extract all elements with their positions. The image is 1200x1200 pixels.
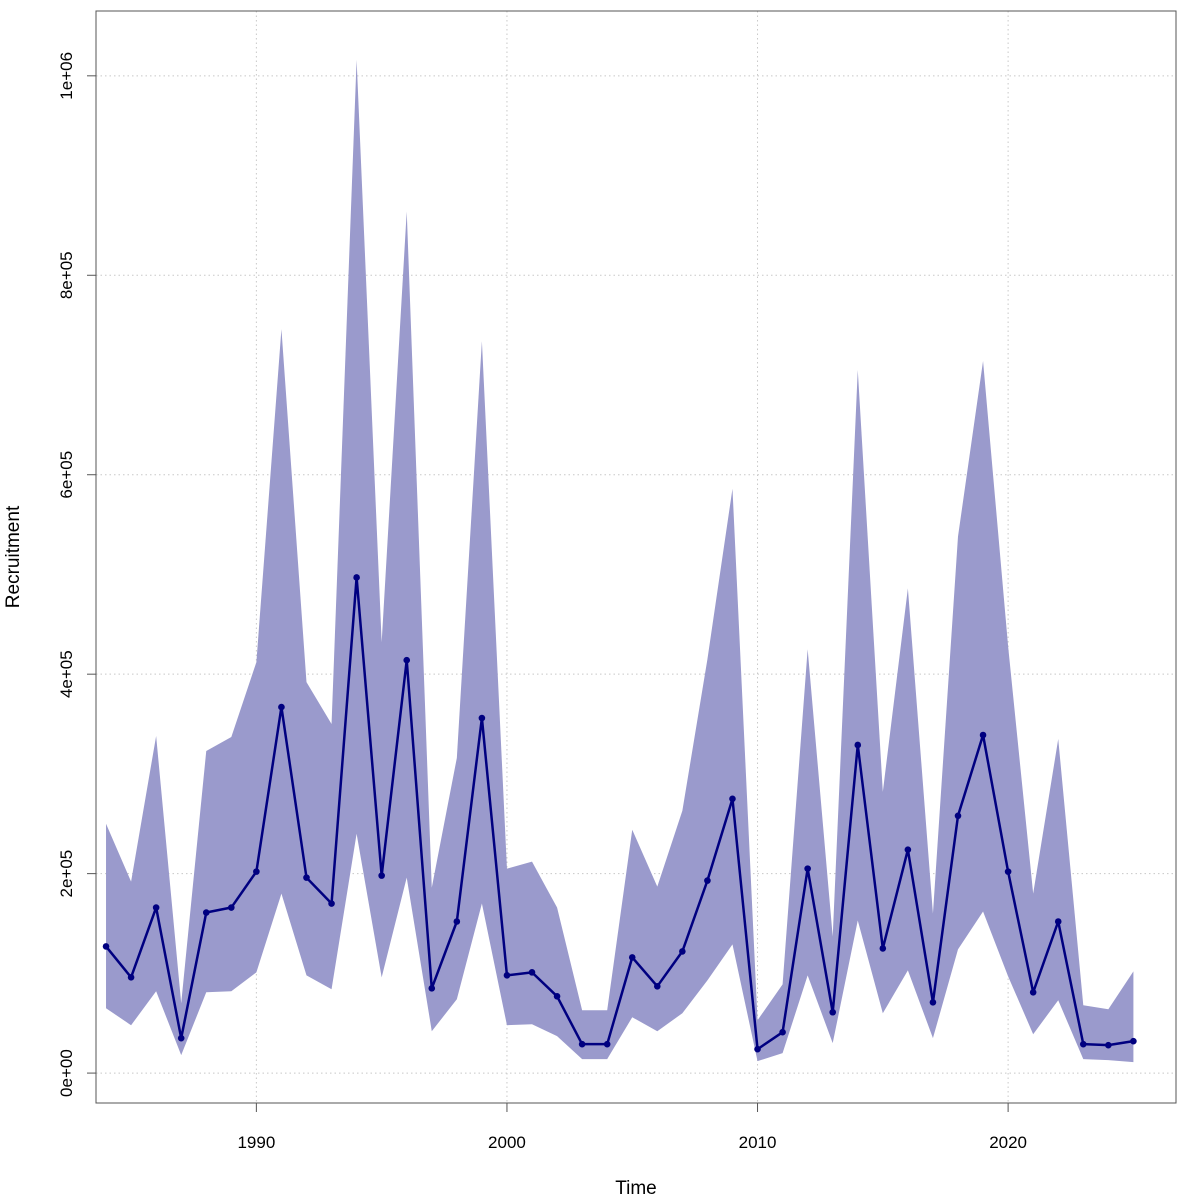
data-point <box>879 945 887 952</box>
data-point <box>1105 1041 1112 1049</box>
y-tick-label: 8e+05 <box>57 251 76 299</box>
data-point <box>378 872 385 879</box>
recruitment-series <box>105 576 1134 1051</box>
data-point <box>1054 918 1062 925</box>
data-point <box>578 1040 586 1048</box>
data-point <box>729 795 736 803</box>
y-tick-label: 2e+05 <box>57 850 76 898</box>
x-axis-label: Time <box>615 1178 657 1199</box>
data-point <box>253 868 260 875</box>
data-point <box>553 992 561 1000</box>
y-axis: 0e+00 2e+05 4e+05 6e+05 8e+05 1e+06 <box>57 52 96 1097</box>
confidence-band <box>106 59 1134 1063</box>
data-point <box>278 703 285 711</box>
data-point <box>779 1028 786 1036</box>
data-point <box>804 865 811 872</box>
x-tick-label: 2020 <box>989 1133 1027 1152</box>
data-point <box>127 974 135 981</box>
data-point <box>503 972 511 979</box>
data-point <box>929 998 937 1006</box>
data-point <box>1004 868 1012 875</box>
x-axis: 1990 2000 2010 2020 <box>237 1103 1027 1152</box>
y-tick-label: 6e+05 <box>57 451 76 499</box>
data-point <box>1079 1040 1087 1048</box>
x-tick-label: 2010 <box>739 1133 777 1152</box>
series-line <box>105 576 1134 1051</box>
data-point <box>453 918 461 925</box>
confidence-band-layer <box>106 59 1134 1063</box>
data-point <box>528 969 536 976</box>
data-point <box>704 877 711 884</box>
data-point <box>904 846 912 853</box>
y-tick-label: 1e+06 <box>57 52 76 100</box>
data-point <box>854 741 862 749</box>
recruitment-points <box>102 574 1137 1053</box>
y-tick-label: 4e+05 <box>57 650 76 698</box>
data-point <box>152 904 160 911</box>
data-point <box>954 812 962 820</box>
x-tick-label: 1990 <box>237 1133 275 1152</box>
data-point <box>603 1040 611 1048</box>
y-tick-label: 0e+00 <box>57 1049 76 1097</box>
data-point <box>303 874 310 881</box>
data-point <box>328 900 335 907</box>
data-point <box>679 948 686 955</box>
data-point <box>403 656 411 664</box>
data-point <box>979 731 987 739</box>
data-point <box>202 909 210 916</box>
data-point <box>653 983 661 990</box>
data-point <box>478 714 486 722</box>
data-point <box>1029 989 1037 996</box>
data-point <box>754 1045 761 1053</box>
data-point <box>428 985 436 992</box>
data-point <box>102 943 110 950</box>
x-tick-label: 2000 <box>488 1133 526 1152</box>
data-point <box>1130 1037 1137 1045</box>
data-point <box>829 1008 837 1016</box>
data-point <box>228 904 235 911</box>
y-axis-label: Recruitment <box>3 505 24 608</box>
plot-frame <box>95 10 1177 1104</box>
data-point <box>177 1034 185 1042</box>
data-point <box>628 954 636 961</box>
data-point <box>353 574 360 581</box>
